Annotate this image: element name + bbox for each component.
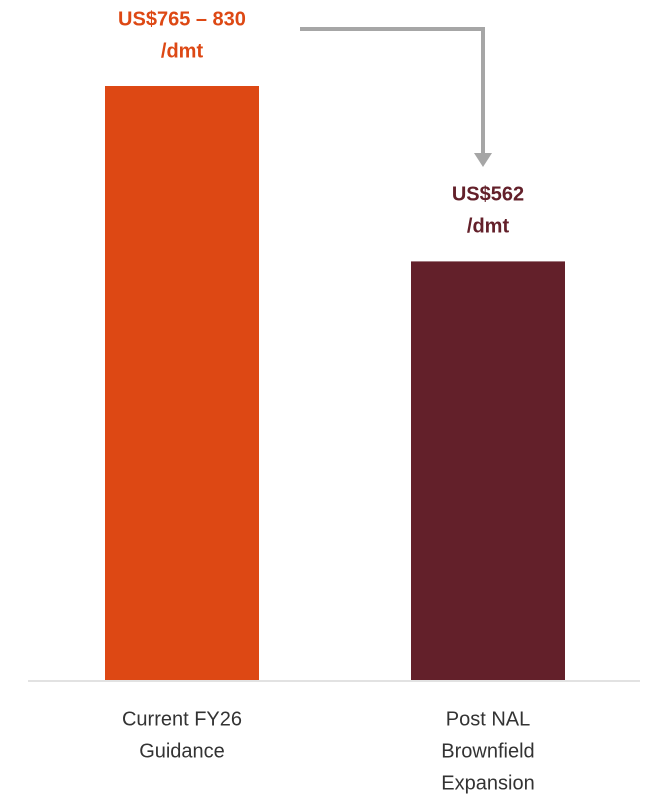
value-label: /dmt [467, 216, 510, 238]
arrow-head [474, 153, 492, 167]
value-label: /dmt [161, 40, 204, 62]
x-tick-label: Guidance [139, 740, 225, 762]
arrow [300, 27, 485, 155]
bar [411, 261, 565, 680]
x-tick-label: Current FY26 [122, 708, 242, 730]
x-tick-label: Brownfield [441, 740, 534, 762]
bar [105, 86, 259, 680]
x-tick-label: Expansion [441, 772, 534, 794]
x-tick-label: Post NAL [446, 708, 530, 730]
value-label: US$562 [452, 184, 524, 206]
value-label: US$765 – 830 [118, 8, 246, 30]
